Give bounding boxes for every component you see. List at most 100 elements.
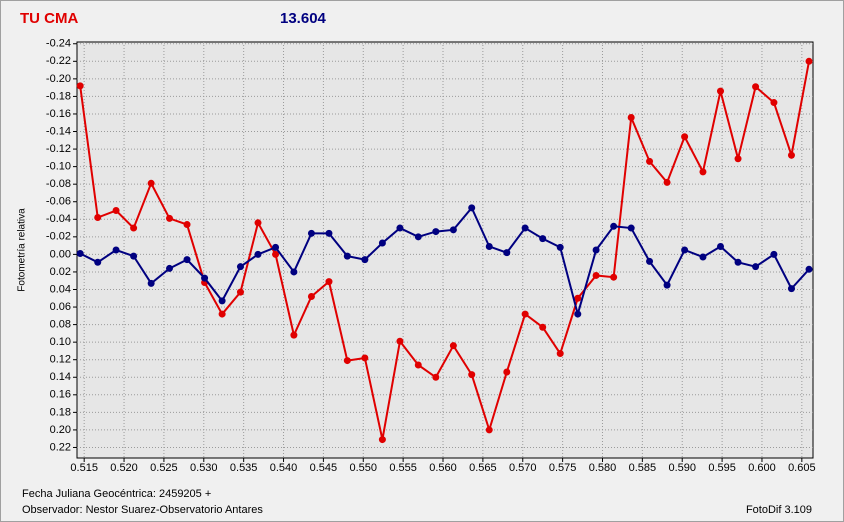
- x-tick-label: 0.535: [230, 462, 258, 474]
- data-point: [272, 243, 280, 251]
- plot-area: [76, 41, 814, 459]
- data-point: [361, 256, 369, 264]
- chart-title: TU CMA: [20, 10, 78, 27]
- data-point: [165, 214, 173, 222]
- x-tick-label: 0.555: [389, 462, 417, 474]
- x-tick-label: 0.515: [70, 462, 98, 474]
- x-tick-label: 0.585: [629, 462, 657, 474]
- data-point: [627, 224, 635, 232]
- data-point: [165, 264, 173, 272]
- footer-text: FotoDif 3.109: [746, 504, 812, 516]
- y-tick-label: 0.12: [50, 354, 71, 366]
- footer-text: Observador: Nestor Suarez-Observatorio A…: [22, 504, 263, 516]
- y-tick-label: 0.10: [50, 336, 71, 348]
- data-point: [539, 235, 547, 243]
- data-point: [521, 310, 529, 318]
- data-point: [183, 221, 191, 229]
- x-tick-label: 0.520: [110, 462, 138, 474]
- data-point: [254, 219, 262, 227]
- data-point: [663, 281, 671, 289]
- data-point: [236, 263, 244, 271]
- data-point: [130, 224, 138, 232]
- data-point: [681, 133, 689, 141]
- y-tick-label: 0.06: [50, 301, 71, 313]
- data-point: [734, 258, 742, 266]
- x-tick-label: 0.595: [708, 462, 736, 474]
- data-point: [574, 294, 582, 302]
- data-point: [574, 310, 582, 318]
- y-tick-label: -0.24: [46, 38, 71, 50]
- data-point: [218, 310, 226, 318]
- y-tick-label: -0.02: [46, 231, 71, 243]
- data-point: [378, 239, 386, 247]
- data-point: [503, 368, 511, 376]
- series-line: [79, 61, 810, 440]
- x-tick-label: 0.570: [509, 462, 537, 474]
- data-point: [94, 214, 102, 222]
- data-point: [556, 243, 564, 251]
- y-tick-label: 0.16: [50, 389, 71, 401]
- x-tick-label: 0.565: [469, 462, 497, 474]
- data-point: [770, 99, 778, 107]
- chart-subtitle: 13.604: [280, 10, 327, 27]
- x-tick-label: 0.590: [668, 462, 696, 474]
- data-point: [485, 242, 493, 250]
- y-tick-label: -0.06: [46, 196, 71, 208]
- data-point: [218, 297, 226, 305]
- data-point: [325, 229, 333, 237]
- data-point: [130, 252, 138, 260]
- y-tick-label: -0.20: [46, 73, 71, 85]
- x-tick-label: 0.550: [350, 462, 378, 474]
- data-point: [610, 222, 618, 230]
- y-axis-label: Fotometría relativa: [17, 208, 28, 292]
- data-point: [290, 331, 298, 339]
- data-point: [787, 151, 795, 159]
- data-point: [681, 246, 689, 254]
- y-tick-label: 0.00: [50, 248, 71, 260]
- y-tick-label: 0.14: [50, 371, 71, 383]
- y-tick-label: -0.10: [46, 161, 71, 173]
- data-point: [112, 207, 120, 215]
- x-tick-label: 0.540: [270, 462, 298, 474]
- data-point: [272, 250, 280, 258]
- data-point: [378, 436, 386, 444]
- data-point: [290, 268, 298, 276]
- data-point: [610, 273, 618, 281]
- data-point: [236, 288, 244, 296]
- data-point: [556, 350, 564, 358]
- x-tick-label: 0.605: [788, 462, 816, 474]
- y-tick-label: -0.18: [46, 90, 71, 102]
- data-point: [307, 229, 315, 237]
- y-tick-label: -0.08: [46, 178, 71, 190]
- data-point: [396, 224, 404, 232]
- y-tick-label: -0.12: [46, 143, 71, 155]
- x-tick-label: 0.575: [549, 462, 577, 474]
- data-point: [787, 285, 795, 293]
- y-tick-label: -0.16: [46, 108, 71, 120]
- x-tick-label: 0.580: [589, 462, 617, 474]
- y-tick-label: 0.04: [50, 283, 71, 295]
- y-tick-label: 0.22: [50, 441, 71, 453]
- data-point: [201, 274, 209, 282]
- x-tick-label: 0.600: [748, 462, 776, 474]
- data-point: [770, 250, 778, 258]
- data-point: [112, 246, 120, 254]
- data-point: [805, 57, 813, 65]
- x-tick-label: 0.530: [190, 462, 218, 474]
- data-point: [76, 82, 84, 90]
- data-point: [343, 252, 351, 260]
- data-point: [254, 250, 262, 258]
- data-point: [449, 226, 457, 234]
- data-point: [646, 257, 654, 265]
- data-point: [147, 279, 155, 287]
- data-point: [468, 371, 476, 379]
- data-point: [503, 249, 511, 257]
- footer-text: Fecha Juliana Geocéntrica: 2459205 +: [22, 488, 211, 500]
- data-point: [94, 258, 102, 266]
- x-tick-label: 0.525: [150, 462, 178, 474]
- data-point: [717, 87, 725, 95]
- data-point: [663, 178, 671, 186]
- data-point: [432, 373, 440, 381]
- data-point: [699, 253, 707, 261]
